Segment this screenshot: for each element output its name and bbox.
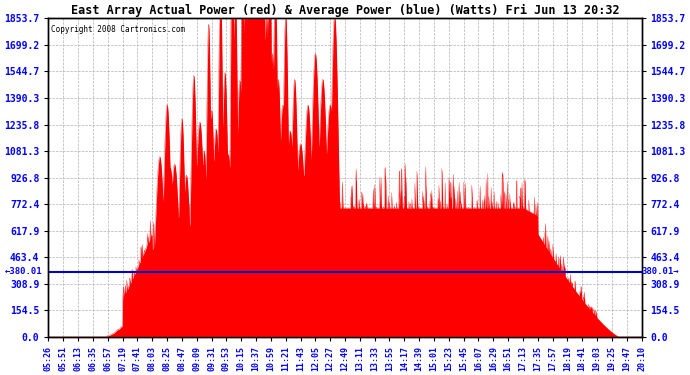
Text: ←380.01: ←380.01 xyxy=(5,267,43,276)
Title: East Array Actual Power (red) & Average Power (blue) (Watts) Fri Jun 13 20:32: East Array Actual Power (red) & Average … xyxy=(70,4,620,17)
Text: Copyright 2008 Cartronics.com: Copyright 2008 Cartronics.com xyxy=(52,25,186,34)
Text: 380.01→: 380.01→ xyxy=(642,267,679,276)
